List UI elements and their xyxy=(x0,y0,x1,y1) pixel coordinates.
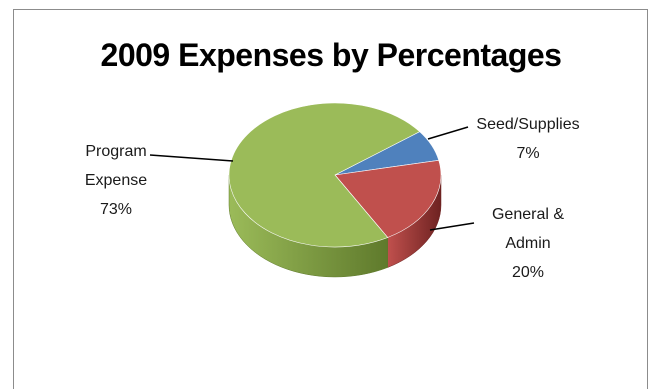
leader-line xyxy=(149,154,234,162)
slice-label-line: General & xyxy=(492,206,564,223)
slice-label-program-expense: Program Expense 73% xyxy=(85,143,147,218)
pie-top xyxy=(228,102,442,248)
slice-label-line: Admin xyxy=(505,235,550,252)
slice-label-line: Expense xyxy=(85,172,147,189)
slice-label-line: Program xyxy=(85,143,146,160)
slice-label-line: Seed/Supplies xyxy=(476,116,579,133)
slice-label-line: 20% xyxy=(512,264,544,281)
pie-chart: Seed/Supplies 7% General & Admin 20% Program E… xyxy=(85,102,580,281)
slice-label-seed-supplies: Seed/Supplies 7% xyxy=(476,116,579,162)
slice-label-line: 7% xyxy=(516,145,539,162)
slice-label-line: 73% xyxy=(100,201,132,218)
chart-title: 2009 Expenses by Percentages xyxy=(100,37,562,73)
pie-slice-general-admin xyxy=(334,159,442,238)
slice-label-general-admin: General & Admin 20% xyxy=(492,206,564,281)
pie-labels: Seed/Supplies 7% General & Admin 20% Program E… xyxy=(85,116,580,281)
leader-line xyxy=(429,222,475,231)
leader-line xyxy=(427,126,469,140)
